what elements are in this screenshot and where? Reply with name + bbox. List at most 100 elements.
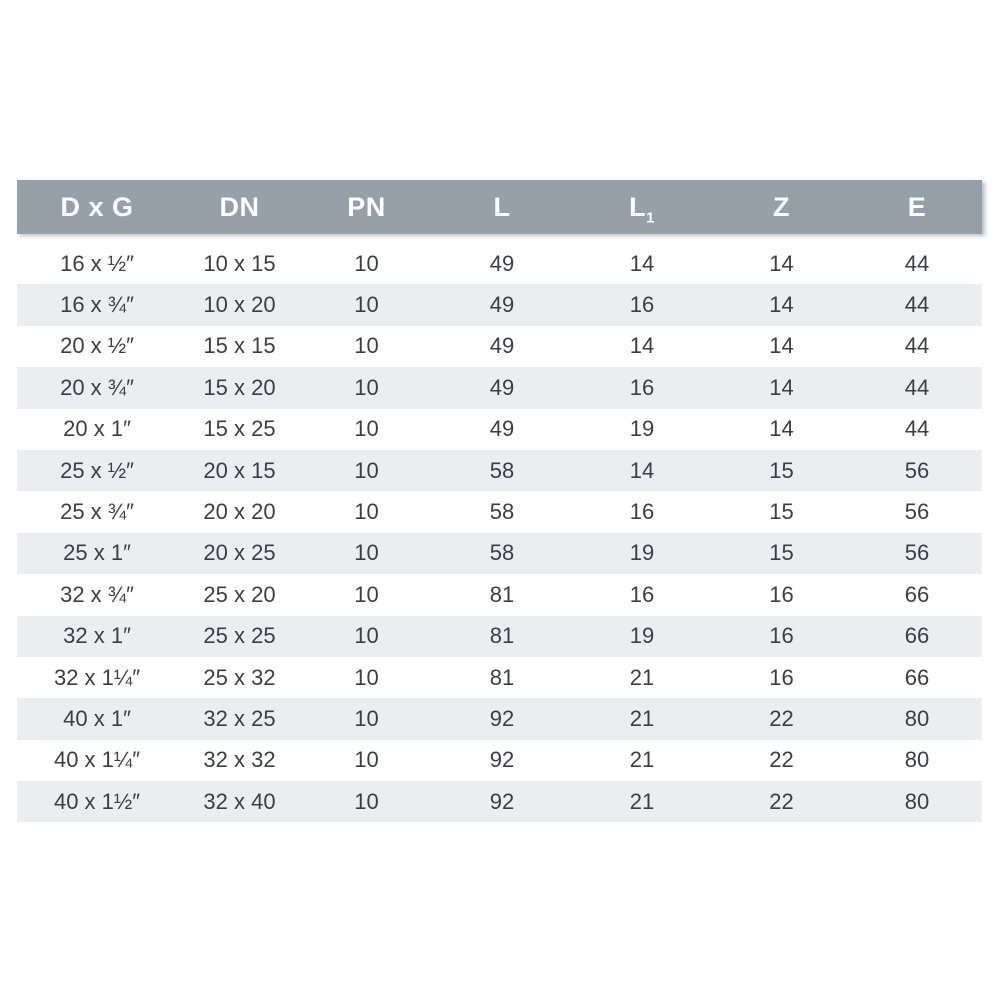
table-cell-dxg: 40 x 1¼″	[53, 747, 141, 773]
table-cell-dxg: 16 x ¾″	[60, 292, 134, 318]
table-cell-e: 66	[904, 581, 930, 607]
table-cell-e: 56	[904, 540, 930, 566]
table-row: 16 x ¾″ 10 x 20 10 49 16 14 44	[17, 284, 982, 326]
table-row: 32 x 1″ 25 x 25 10 81 19 16 66	[17, 615, 982, 657]
table-cell-z: 14	[769, 416, 794, 442]
table-cell-l: 58	[489, 457, 515, 483]
table-cell-l: 92	[489, 747, 515, 773]
table-cell-l1: 19	[629, 416, 655, 442]
table-cell-z: 16	[769, 623, 794, 649]
table-cell-dn: 15 x 15	[203, 333, 276, 359]
table-cell-e: 80	[904, 788, 930, 814]
table-cell-l: 92	[489, 788, 515, 814]
table-cell-dxg: 25 x ½″	[60, 457, 134, 483]
table-cell-dxg: 20 x ¾″	[60, 374, 134, 400]
table-cell-dxg: 20 x 1″	[63, 416, 131, 442]
table-cell-dxg: 20 x ½″	[60, 333, 134, 359]
table-cell-dn: 25 x 25	[203, 623, 276, 649]
table-cell-pn: 10	[354, 747, 379, 773]
table-cell-dn: 25 x 32	[203, 664, 276, 690]
table-cell-pn: 10	[354, 374, 379, 400]
table-cell-pn: 10	[354, 664, 379, 690]
table-cell-dxg: 16 x ½″	[60, 250, 134, 276]
table-cell-dxg: 32 x ¾″	[60, 581, 134, 607]
table-cell-l1: 16	[629, 374, 655, 400]
table-cell-l1: 16	[629, 499, 655, 525]
table-cell-dn: 20 x 20	[203, 499, 276, 525]
table-body: 16 x ½″ 10 x 15 10 49 14 14 44 16 x ¾″ 10 x 20 10…	[17, 243, 982, 823]
table-cell-z: 16	[769, 581, 794, 607]
table-header-row: D x G DN PN L L1 Z E	[17, 180, 982, 234]
header-gap	[17, 234, 982, 243]
table-cell-dn: 32 x 25	[203, 705, 276, 731]
table-cell-l1: 19	[629, 540, 655, 566]
table-cell-l: 81	[489, 664, 515, 690]
column-header-label: DN	[219, 191, 260, 222]
table-cell-pn: 10	[354, 705, 379, 731]
column-header-label: L	[493, 191, 511, 222]
table-cell-e: 44	[904, 374, 930, 400]
table-row: 40 x 1¼″ 32 x 32 10 92 21 22 80	[17, 740, 982, 781]
column-header-label: L	[629, 191, 647, 222]
table-cell-l1: 19	[629, 623, 655, 649]
table-row: 25 x ½″ 20 x 15 10 58 14 15 56	[17, 449, 982, 492]
table-cell-l1: 16	[629, 581, 655, 607]
table-cell-dxg: 40 x 1½″	[53, 788, 141, 814]
table-cell-l1: 14	[629, 333, 655, 359]
column-header-pn: PN	[302, 192, 431, 223]
table-cell-dn: 10 x 20	[203, 292, 276, 318]
table-cell-pn: 10	[354, 292, 379, 318]
table-cell-e: 44	[904, 250, 930, 276]
column-header-label: D x G	[60, 191, 134, 222]
table-cell-pn: 10	[354, 416, 379, 442]
table-cell-pn: 10	[354, 788, 379, 814]
table-cell-l: 58	[489, 499, 515, 525]
column-header-l: L	[431, 192, 573, 223]
column-header-label: E	[907, 191, 927, 222]
table-cell-l: 92	[489, 705, 515, 731]
table-cell-z: 22	[769, 788, 794, 814]
table-row: 32 x ¾″ 25 x 20 10 81 16 16 66	[17, 574, 982, 615]
table-cell-e: 80	[904, 705, 930, 731]
column-header-subscript: 1	[646, 209, 655, 226]
table-cell-l: 58	[489, 540, 515, 566]
column-header-label: Z	[773, 191, 790, 222]
table-cell-dn: 32 x 32	[203, 747, 276, 773]
table-cell-dxg: 25 x 1″	[63, 540, 131, 566]
table-cell-dxg: 32 x 1″	[63, 623, 131, 649]
table-cell-l: 81	[489, 581, 515, 607]
table-cell-e: 66	[904, 623, 930, 649]
table-cell-z: 15	[769, 499, 794, 525]
table-cell-e: 66	[904, 664, 930, 690]
table-cell-pn: 10	[354, 499, 379, 525]
table-cell-l: 49	[489, 416, 515, 442]
column-header-label: PN	[347, 191, 386, 222]
column-header-dxg: D x G	[17, 192, 177, 223]
table-row: 20 x ¾″ 15 x 20 10 49 16 14 44	[17, 367, 982, 409]
table-cell-z: 15	[769, 540, 794, 566]
table-cell-dxg: 32 x 1¼″	[53, 664, 141, 690]
table-cell-e: 44	[904, 416, 930, 442]
table-cell-z: 22	[769, 705, 794, 731]
table-cell-l: 49	[489, 333, 515, 359]
table-cell-pn: 10	[354, 581, 379, 607]
table-cell-l: 49	[489, 292, 515, 318]
table-cell-dn: 15 x 20	[203, 374, 276, 400]
table-cell-l: 49	[489, 250, 515, 276]
column-header-l1: L1	[573, 191, 711, 226]
table-row: 20 x ½″ 15 x 15 10 49 14 14 44	[17, 326, 982, 367]
table-cell-l: 49	[489, 374, 515, 400]
table-cell-l1: 16	[629, 292, 655, 318]
table-cell-z: 14	[769, 333, 794, 359]
table-row: 25 x ¾″ 20 x 20 10 58 16 15 56	[17, 491, 982, 532]
table-cell-dn: 20 x 15	[203, 457, 276, 483]
table-cell-z: 14	[769, 250, 794, 276]
table-cell-z: 16	[769, 664, 794, 690]
dimension-table: D x G DN PN L L1 Z E 16 x ½″ 10 x 15 10 49 14 14 44 1…	[17, 180, 982, 823]
table-row: 40 x 1½″ 32 x 40 10 92 21 22 80	[17, 781, 982, 823]
table-cell-l1: 21	[629, 705, 655, 731]
table-cell-l1: 21	[629, 747, 655, 773]
table-row: 32 x 1¼″ 25 x 32 10 81 21 16 66	[17, 657, 982, 698]
table-cell-pn: 10	[354, 333, 379, 359]
